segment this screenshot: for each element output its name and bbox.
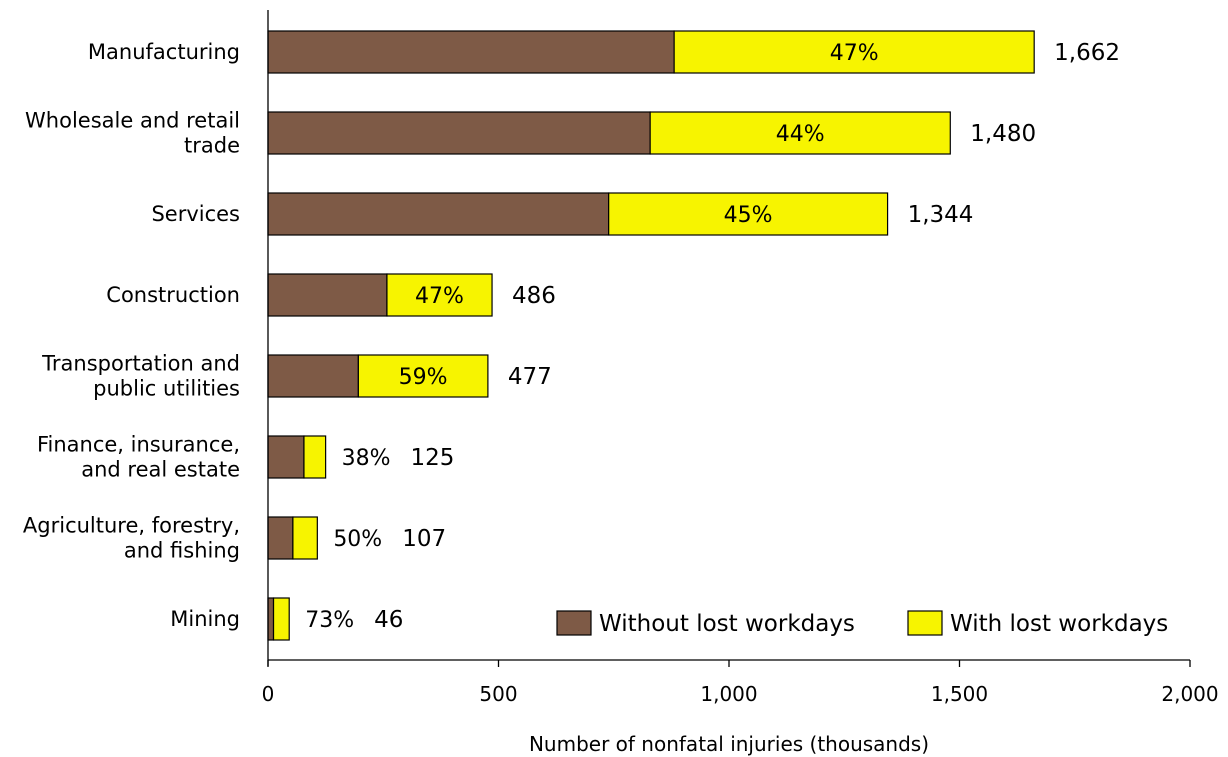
total-label: 107 xyxy=(402,526,446,552)
category-label-line: Manufacturing xyxy=(88,40,240,64)
total-label: 1,662 xyxy=(1054,40,1120,66)
x-tick-label: 1,000 xyxy=(700,682,757,706)
bar-segment-with-lost-workdays xyxy=(292,516,318,560)
axes-layer: 0 500 1,000 1,500 2,000 xyxy=(262,10,1219,706)
bar-segment-without-lost-workdays xyxy=(267,111,651,155)
category-label: Transportation and public utilities xyxy=(41,352,240,401)
legend-label-with-lost-workdays: With lost workdays xyxy=(950,611,1168,637)
percent-label: 73% xyxy=(305,608,354,633)
legend: Without lost workdays With lost workdays xyxy=(556,610,1168,637)
bar-segment-without-lost-workdays xyxy=(267,597,275,641)
bar-segment-with-lost-workdays xyxy=(673,30,1035,74)
percent-label: 45% xyxy=(724,203,773,228)
x-tick-label: 500 xyxy=(479,682,517,706)
bar-segment-with-lost-workdays xyxy=(303,435,327,479)
percent-label: 50% xyxy=(333,527,382,552)
category-label-line: Wholesale and retail xyxy=(25,109,240,133)
category-label-line: trade xyxy=(184,134,240,158)
category-label-line: and fishing xyxy=(124,539,240,563)
category-label: Mining xyxy=(170,607,240,631)
bar-segment-without-lost-workdays xyxy=(267,516,294,560)
category-label: Services xyxy=(151,202,240,226)
x-tick-label: 0 xyxy=(262,682,275,706)
bars-layer xyxy=(267,30,1035,641)
labels-layer: Manufacturing 47% 1,662 Wholesale and retai… xyxy=(23,40,1120,633)
category-label-line: Construction xyxy=(106,283,240,307)
bar-segment-with-lost-workdays xyxy=(386,273,493,317)
category-label: Finance, insurance, and real estate xyxy=(37,433,240,482)
bar-segment-without-lost-workdays xyxy=(267,273,388,317)
category-label-line: and real estate xyxy=(81,458,240,482)
category-label-line: Mining xyxy=(170,607,240,631)
percent-label: 44% xyxy=(776,122,825,147)
x-tick-label: 2,000 xyxy=(1161,682,1218,706)
total-label: 477 xyxy=(508,364,552,390)
percent-label: 38% xyxy=(342,446,391,471)
x-axis-title: Number of nonfatal injuries (thousands) xyxy=(529,732,929,756)
bar-segment-without-lost-workdays xyxy=(267,192,610,236)
category-label: Wholesale and retail trade xyxy=(25,109,240,158)
category-label: Manufacturing xyxy=(88,40,240,64)
total-label: 125 xyxy=(411,445,455,471)
bar-segment-with-lost-workdays xyxy=(608,192,889,236)
total-label: 46 xyxy=(374,607,403,633)
category-label-line: Transportation and xyxy=(41,352,240,376)
total-label: 1,344 xyxy=(908,202,974,228)
category-label-line: public utilities xyxy=(93,377,240,401)
legend-label-without-lost-workdays: Without lost workdays xyxy=(599,611,855,637)
bar-segment-with-lost-workdays xyxy=(357,354,489,398)
percent-label: 47% xyxy=(415,284,464,309)
x-tick-label: 1,500 xyxy=(931,682,988,706)
bar-segment-without-lost-workdays xyxy=(267,30,675,74)
legend-swatch-with-lost-workdays xyxy=(907,610,943,636)
bar-segment-without-lost-workdays xyxy=(267,435,305,479)
legend-swatch-without-lost-workdays xyxy=(556,610,592,636)
bar-segment-with-lost-workdays xyxy=(272,597,290,641)
percent-label: 47% xyxy=(830,41,879,66)
bar-segment-without-lost-workdays xyxy=(267,354,359,398)
total-label: 486 xyxy=(512,283,556,309)
category-label-line: Agriculture, forestry, xyxy=(23,514,240,538)
total-label: 1,480 xyxy=(970,121,1036,147)
bar-segment-with-lost-workdays xyxy=(649,111,951,155)
category-label-line: Services xyxy=(151,202,240,226)
percent-label: 59% xyxy=(399,365,448,390)
category-label-line: Finance, insurance, xyxy=(37,433,240,457)
category-label: Agriculture, forestry, and fishing xyxy=(23,514,240,563)
category-label: Construction xyxy=(106,283,240,307)
